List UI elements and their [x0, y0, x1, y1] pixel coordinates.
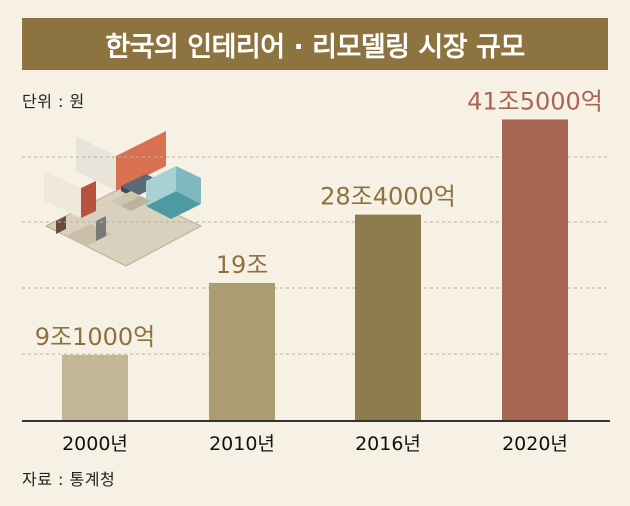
chart-title: 한국의 인테리어 · 리모델링 시장 규모: [22, 18, 608, 70]
x-tick-label-3: 2020년: [502, 433, 568, 455]
x-tick-label-0: 2000년: [62, 433, 128, 455]
data-label-1: 19조: [216, 251, 269, 279]
data-label-0: 9조1000억: [35, 323, 156, 351]
unit-label: 단위 : 원: [22, 92, 85, 111]
data-label-3: 41조5000억: [467, 87, 603, 115]
x-tick-label-1: 2010년: [209, 433, 275, 455]
house-illustration: [44, 131, 203, 267]
bar-3: [502, 119, 568, 421]
bar-0: [62, 354, 128, 421]
x-tick-label-2: 2016년: [355, 433, 421, 455]
bar-2: [355, 214, 421, 421]
source-label: 자료 : 통계청: [22, 470, 116, 489]
data-label-2: 28조4000억: [320, 183, 456, 211]
bar-1: [209, 282, 275, 421]
